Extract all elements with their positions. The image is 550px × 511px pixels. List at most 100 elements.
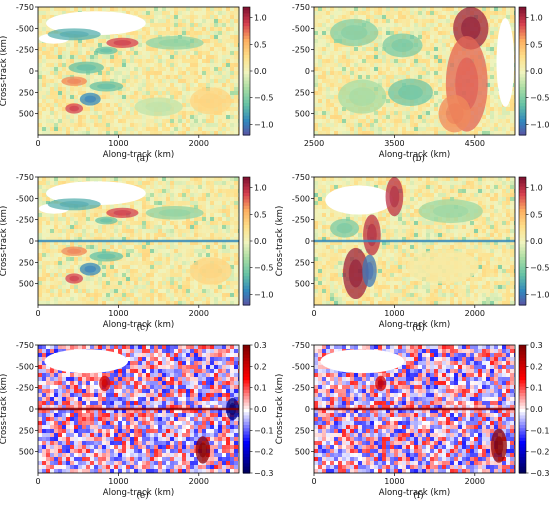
heatmap-field bbox=[38, 345, 239, 473]
field-feature-core-4 bbox=[365, 261, 374, 280]
y-tick-label: 0 bbox=[305, 67, 310, 76]
colorbar-tick-label: 0.3 bbox=[254, 341, 267, 350]
colorbar: −1.0 −0.5 0.0 0.5 1.0 bbox=[518, 176, 549, 306]
colorbar-tick-label: −0.3 bbox=[254, 469, 273, 478]
colorbar: −0.3 −0.2 −0.1 0.0 0.1 0.2 0.3 bbox=[518, 341, 549, 478]
colorbar-tick-label: 0.5 bbox=[254, 40, 267, 49]
field-feature-core-3 bbox=[113, 40, 132, 46]
x-tick-label: 2000 bbox=[189, 309, 209, 318]
colorbar-tick-label: 0.1 bbox=[530, 384, 543, 393]
field-feature-core-12 bbox=[145, 101, 172, 113]
y-tick-label: -750 bbox=[292, 3, 310, 12]
field-feature-core-4 bbox=[100, 218, 113, 223]
x-tick-label: 2000 bbox=[465, 309, 485, 318]
field-feature-core-5 bbox=[158, 39, 191, 47]
y-tick-label: 500 bbox=[295, 448, 310, 457]
y-tick-label: 250 bbox=[19, 258, 34, 267]
panel-c: 0 1000 2000 -750 -500 -250 0 250 500 Along-track … bbox=[0, 173, 273, 333]
y-tick-label: 0 bbox=[29, 237, 34, 246]
x-axis-label: Along-track (km) bbox=[103, 320, 174, 330]
field-feature-core-1 bbox=[494, 436, 504, 456]
y-tick-label: 250 bbox=[19, 88, 34, 97]
field-feature-core-1 bbox=[461, 16, 481, 41]
y-tick-label: -750 bbox=[16, 173, 34, 182]
heatmap-field bbox=[314, 7, 515, 135]
field-feature-core-7 bbox=[67, 78, 82, 84]
colorbar-tick-label: 0.0 bbox=[530, 67, 543, 76]
y-tick-label: 0 bbox=[29, 405, 34, 414]
field-feature-core-5 bbox=[158, 209, 191, 217]
field-feature-core-2 bbox=[367, 223, 377, 247]
panel-d: 0 1000 2000 -750 -500 -250 0 250 500 Along-track … bbox=[275, 173, 549, 333]
x-tick-label: 1000 bbox=[384, 309, 404, 318]
panel-f: 0 1000 2000 -750 -500 -250 0 250 500 Along-track … bbox=[275, 341, 549, 501]
missing-data-region-0 bbox=[325, 185, 393, 215]
colorbar-tick-label: 1.0 bbox=[530, 184, 543, 193]
panel-label: (c) bbox=[136, 322, 148, 333]
field-feature-core-6 bbox=[398, 84, 423, 100]
field-feature-core-4 bbox=[340, 25, 368, 41]
colorbar-tick-label: 0.5 bbox=[530, 40, 543, 49]
field-feature-core-3 bbox=[101, 379, 108, 388]
y-tick-label: 500 bbox=[295, 110, 310, 119]
heatmap-field bbox=[314, 177, 515, 305]
y-tick-label: -250 bbox=[292, 46, 310, 55]
panel-label: (e) bbox=[136, 490, 148, 501]
colorbar-tick-label: 0.5 bbox=[530, 210, 543, 219]
colorbar-tick-label: −0.5 bbox=[254, 94, 273, 103]
heatmap-field bbox=[38, 7, 239, 135]
x-axis-label: Along-track (km) bbox=[379, 320, 450, 330]
field-feature-core-7 bbox=[348, 87, 376, 106]
field-feature-core-3 bbox=[113, 210, 132, 216]
y-tick-label: 250 bbox=[295, 426, 310, 435]
field-feature-core-7 bbox=[422, 257, 463, 276]
x-tick-label: 1000 bbox=[108, 477, 128, 486]
x-axis-label: Along-track (km) bbox=[379, 488, 450, 498]
panel-b: 2500 3500 4500 -750 -500 -250 0 250 500 Along-tra… bbox=[292, 3, 550, 164]
y-tick-label: 0 bbox=[305, 237, 310, 246]
field-feature-core-6 bbox=[432, 204, 469, 218]
colorbar-tick-label: 0.5 bbox=[254, 210, 267, 219]
colorbar-tick-label: 0.0 bbox=[254, 67, 267, 76]
colorbar: −1.0 −0.5 0.0 0.5 1.0 bbox=[242, 6, 273, 136]
field-feature-core-3 bbox=[348, 259, 363, 288]
nadir-stripe bbox=[38, 239, 239, 243]
colorbar-tick-label: 0.1 bbox=[254, 384, 267, 393]
colorbar-tick-label: −1.0 bbox=[254, 120, 273, 129]
colorbar-tick-label: −1.0 bbox=[254, 290, 273, 299]
field-feature-core-11 bbox=[199, 93, 223, 109]
y-tick-label: 0 bbox=[305, 405, 310, 414]
colorbar: −0.3 −0.2 −0.1 0.0 0.1 0.2 0.3 bbox=[242, 341, 273, 478]
x-tick-label: 2000 bbox=[189, 477, 209, 486]
x-tick-label: 0 bbox=[311, 477, 316, 486]
y-axis-label: Cross-track (km) bbox=[0, 374, 9, 445]
panel-label: (f) bbox=[413, 490, 423, 501]
panel-label: (a) bbox=[136, 153, 148, 164]
y-tick-label: 250 bbox=[19, 426, 34, 435]
colorbar-tick-label: −0.3 bbox=[530, 469, 549, 478]
y-tick-label: -750 bbox=[16, 341, 34, 350]
y-tick-label: -500 bbox=[292, 362, 310, 371]
x-axis-label: Along-track (km) bbox=[103, 150, 174, 160]
x-tick-label: 3500 bbox=[384, 139, 404, 148]
field-feature-core-3 bbox=[445, 103, 464, 124]
field-feature-core-6 bbox=[67, 248, 82, 254]
y-axis-label: Cross-track (km) bbox=[275, 374, 285, 445]
y-axis-label: Cross-track (km) bbox=[0, 36, 9, 107]
panel-e: 0 1000 2000 -750 -500 -250 0 250 500 Along-track … bbox=[0, 341, 273, 501]
x-tick-label: 0 bbox=[35, 309, 40, 318]
field-feature-core-9 bbox=[69, 275, 80, 282]
nadir-stripe bbox=[38, 407, 239, 411]
x-tick-label: 0 bbox=[35, 477, 40, 486]
field-feature-core-8 bbox=[97, 83, 116, 90]
x-tick-label: 1000 bbox=[108, 139, 128, 148]
y-tick-label: -500 bbox=[16, 362, 34, 371]
colorbar-tick-label: 0.0 bbox=[254, 237, 267, 246]
y-tick-label: 250 bbox=[295, 88, 310, 97]
field-feature-core-2 bbox=[59, 31, 89, 38]
y-axis-label: Cross-track (km) bbox=[275, 206, 285, 277]
colorbar-tick-label: −1.0 bbox=[530, 120, 549, 129]
x-tick-label: 2000 bbox=[189, 139, 209, 148]
colorbar-tick-label: 0.0 bbox=[254, 405, 267, 414]
